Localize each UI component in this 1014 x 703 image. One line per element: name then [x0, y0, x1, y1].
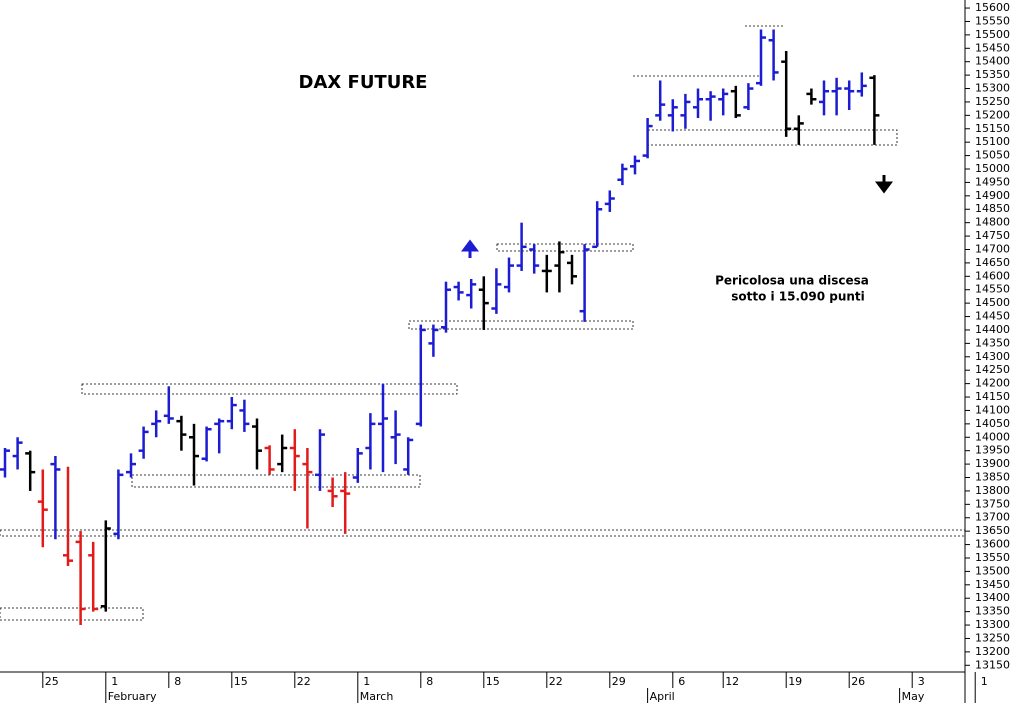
month-label: April [650, 690, 675, 703]
y-tick-label: 14550 [975, 283, 1010, 296]
y-tick-label: 13250 [975, 631, 1010, 644]
y-tick-label: 15450 [975, 41, 1010, 54]
y-tick-label: 14000 [975, 430, 1010, 443]
y-tick-label: 15050 [975, 149, 1010, 162]
y-tick-label: 13700 [975, 511, 1010, 524]
chart-title: DAX FUTURE [299, 72, 428, 93]
y-tick-label: 14600 [975, 269, 1010, 282]
y-tick-label: 14450 [975, 310, 1010, 323]
y-tick-label: 13450 [975, 578, 1010, 591]
support-zone [0, 607, 144, 621]
y-tick-label: 13850 [975, 471, 1010, 484]
support-zone [131, 474, 421, 488]
y-tick-label: 13950 [975, 444, 1010, 457]
zones [0, 25, 966, 621]
y-tick-label: 15150 [975, 122, 1010, 135]
x-tick-label: 22 [297, 675, 311, 688]
y-tick-label: 14100 [975, 403, 1010, 416]
x-tick-label: 19 [788, 675, 802, 688]
month-label: March [360, 690, 394, 703]
x-tick-label: 15 [234, 675, 248, 688]
annotation: sotto i 15.090 punti [731, 290, 865, 304]
y-tick-label: 13350 [975, 605, 1010, 618]
y-tick-label: 14950 [975, 175, 1010, 188]
y-tick-label: 14700 [975, 242, 1010, 255]
x-tick-label: 1 [111, 675, 118, 688]
y-tick-label: 15500 [975, 28, 1010, 41]
month-label: February [108, 690, 157, 703]
y-tick-label: 15000 [975, 162, 1010, 175]
x-tick-label: 6 [678, 675, 685, 688]
x-tick-label: 29 [612, 675, 626, 688]
y-tick-label: 14400 [975, 323, 1010, 336]
down-arrow [875, 175, 893, 194]
x-tick-label: 3 [918, 675, 925, 688]
y-tick-label: 13500 [975, 564, 1010, 577]
y-tick-label: 13750 [975, 497, 1010, 510]
y-tick-label: 13550 [975, 551, 1010, 564]
y-tick-label: 15100 [975, 135, 1010, 148]
y-tick-label: 14650 [975, 256, 1010, 269]
y-tick-label: 13600 [975, 538, 1010, 551]
y-tick-label: 14800 [975, 216, 1010, 229]
annotation: Pericolosa una discesa [715, 274, 869, 288]
y-tick-label: 15200 [975, 108, 1010, 121]
y-tick-label: 15600 [975, 1, 1010, 14]
x-tick-label: 8 [174, 675, 181, 688]
y-tick-label: 14150 [975, 390, 1010, 403]
y-tick-label: 15400 [975, 55, 1010, 68]
y-tick-label: 14750 [975, 229, 1010, 242]
y-tick-label: 15550 [975, 14, 1010, 27]
y-tick-label: 15300 [975, 82, 1010, 95]
y-tick-label: 14850 [975, 202, 1010, 215]
y-tick-label: 14350 [975, 336, 1010, 349]
y-tick-label: 13400 [975, 591, 1010, 604]
x-tick-label: 12 [725, 675, 739, 688]
y-tick-label: 14300 [975, 350, 1010, 363]
support-zone [408, 320, 634, 330]
resistance-zone [81, 383, 458, 395]
x-tick-label: 25 [45, 675, 59, 688]
y-tick-label: 13300 [975, 618, 1010, 631]
x-tick-label: 26 [851, 675, 865, 688]
up-arrow [461, 239, 479, 258]
y-tick-label: 13900 [975, 457, 1010, 470]
month-label: May [902, 690, 925, 703]
y-tick-label: 14250 [975, 363, 1010, 376]
y-tick-label: 14900 [975, 189, 1010, 202]
y-tick-label: 15250 [975, 95, 1010, 108]
y-tick-label: 14050 [975, 417, 1010, 430]
y-tick-label: 13650 [975, 524, 1010, 537]
y-tick-label: 13200 [975, 645, 1010, 658]
y-tick-label: 13800 [975, 484, 1010, 497]
x-tick-label: 1 [981, 675, 988, 688]
resistance-zone [496, 243, 634, 252]
y-tick-label: 14200 [975, 377, 1010, 390]
x-tick-label: 22 [549, 675, 563, 688]
x-tick-label: 15 [486, 675, 500, 688]
x-tick-label: 8 [426, 675, 433, 688]
x-tick-label: 1 [363, 675, 370, 688]
y-tick-label: 13150 [975, 658, 1010, 671]
y-tick-label: 15350 [975, 68, 1010, 81]
y-tick-label: 14500 [975, 296, 1010, 309]
